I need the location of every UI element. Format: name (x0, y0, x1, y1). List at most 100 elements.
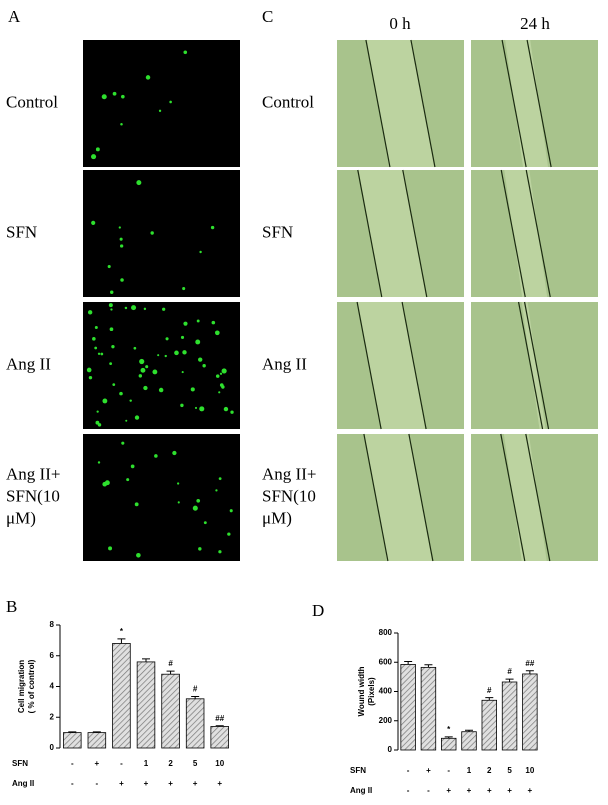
cell-dot (88, 375, 93, 380)
x-row-name: Ang II (12, 779, 34, 788)
cell-dot (199, 250, 202, 254)
bar (481, 699, 497, 751)
x-row-value: + (168, 779, 173, 788)
cell-dot (150, 231, 154, 235)
wound-edge (402, 169, 428, 298)
cell-dot (86, 367, 92, 373)
wound-edge (500, 433, 526, 562)
cell-dot (194, 406, 198, 410)
cell-dot (192, 505, 198, 511)
wound-edge (401, 301, 427, 430)
row-label: SFN(10 (6, 486, 60, 505)
panel-label: D (312, 601, 324, 620)
row-label: Ang II+ (262, 464, 316, 483)
cell-dot (154, 454, 158, 458)
bar (185, 698, 205, 749)
cell-dot (164, 354, 167, 358)
x-row-value: 5 (507, 766, 512, 775)
cell-dot (94, 326, 98, 330)
x-row-value: 2 (487, 766, 492, 775)
x-row-value: 1 (467, 766, 472, 775)
cell-dot (111, 344, 115, 349)
cell-dot (124, 306, 128, 310)
y-tick-label: 4 (50, 682, 55, 691)
cell-dot (131, 305, 137, 311)
cell-dot (182, 287, 186, 291)
error-bar (465, 729, 473, 732)
cell-dot (140, 367, 146, 373)
cell-dot (196, 319, 200, 323)
cell-dot (108, 546, 113, 551)
error-bar (117, 638, 126, 644)
cell-dot (202, 364, 206, 368)
significance-marker: # (487, 686, 492, 695)
cell-dot (198, 357, 203, 362)
cell-dot (95, 147, 100, 152)
cell-dot (97, 461, 101, 464)
cell-dot (110, 290, 114, 294)
column-header: 24 h (520, 14, 550, 33)
significance-marker: * (120, 627, 124, 636)
x-row-value: + (426, 766, 431, 775)
cell-dot (181, 371, 184, 374)
bar (87, 732, 107, 749)
x-row-value: 1 (144, 759, 149, 768)
x-row-name: Ang II (350, 786, 372, 795)
x-row-value: + (144, 779, 149, 788)
row-label: Control (262, 92, 314, 111)
cell-dot (92, 337, 96, 341)
significance-marker: ## (525, 659, 534, 668)
cell-dot (101, 94, 107, 100)
x-row-value: - (96, 779, 99, 788)
x-row-value: + (119, 779, 124, 788)
error-bar (166, 670, 175, 675)
cell-dot (169, 100, 172, 104)
bar (501, 681, 518, 751)
cell-dot (157, 354, 160, 357)
row-label: Control (6, 92, 58, 111)
wound-edge (501, 39, 527, 168)
cell-dot (100, 352, 104, 356)
wound-edge (525, 433, 551, 562)
bar (400, 664, 416, 751)
cell-dot (158, 387, 164, 393)
cell-dot (96, 410, 99, 413)
cell-dot (143, 307, 147, 311)
wound-edge (525, 169, 551, 298)
cell-dot (229, 509, 233, 513)
cell-dot (108, 303, 113, 308)
x-row-value: + (487, 786, 492, 795)
bar (441, 737, 457, 751)
bar (210, 726, 229, 749)
cell-dot (107, 264, 111, 269)
cell-dot (190, 387, 195, 392)
x-row-name: SFN (350, 766, 366, 775)
row-label: Ang II (6, 354, 51, 373)
cell-dot (97, 352, 101, 355)
cell-dot (152, 369, 158, 375)
cell-dot (134, 415, 140, 420)
x-row-value: - (447, 766, 450, 775)
x-row-value: - (71, 779, 74, 788)
cell-dot (138, 374, 143, 378)
y-axis-label: ( % of control) (27, 659, 36, 713)
error-bar (191, 695, 200, 699)
cell-dot (125, 419, 128, 422)
significance-marker: * (447, 725, 451, 734)
y-tick-label: 0 (388, 745, 393, 754)
cell-dot (183, 321, 188, 326)
cell-dot (104, 480, 110, 486)
x-row-name: SFN (12, 759, 28, 768)
row-label: Ang II (262, 354, 307, 373)
row-label: Ang II+ (6, 464, 60, 483)
wound-edge (523, 301, 550, 430)
x-row-value: + (507, 786, 512, 795)
fluorescence-image (83, 434, 240, 561)
cell-dot (91, 154, 97, 160)
wound-gap (505, 40, 549, 167)
wound-edge (517, 301, 544, 430)
fluorescence-image (83, 170, 240, 297)
cell-dot (133, 346, 137, 350)
cell-dot (109, 362, 113, 366)
